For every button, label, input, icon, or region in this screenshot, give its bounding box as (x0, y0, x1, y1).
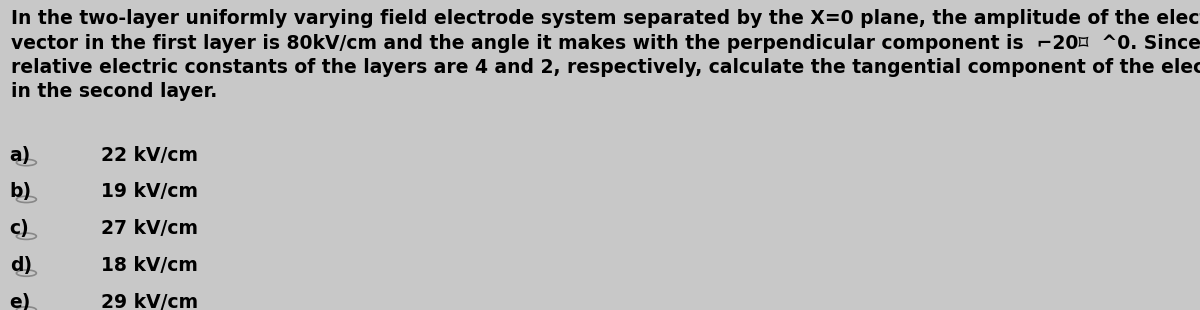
Text: 27 kV/cm: 27 kV/cm (101, 219, 198, 238)
Text: c): c) (10, 219, 30, 238)
Text: 22 kV/cm: 22 kV/cm (101, 146, 198, 165)
Text: 19 kV/cm: 19 kV/cm (101, 183, 198, 202)
Text: a): a) (10, 146, 31, 165)
Text: 29 kV/cm: 29 kV/cm (101, 293, 198, 310)
Text: e): e) (10, 293, 31, 310)
Text: d): d) (10, 256, 32, 275)
Text: 18 kV/cm: 18 kV/cm (101, 256, 198, 275)
Text: In the two-layer uniformly varying field electrode system separated by the X=0 p: In the two-layer uniformly varying field… (11, 9, 1200, 101)
Text: b): b) (10, 183, 32, 202)
